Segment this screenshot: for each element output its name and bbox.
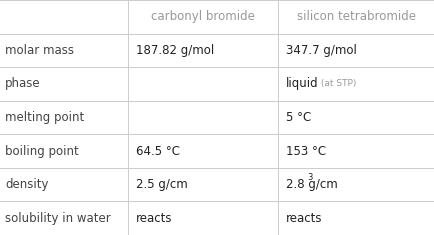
Text: 5 °C: 5 °C (286, 111, 311, 124)
Text: carbonyl bromide: carbonyl bromide (151, 10, 255, 23)
Text: 2.5 g/cm: 2.5 g/cm (136, 178, 187, 191)
Text: solubility in water: solubility in water (5, 212, 111, 225)
Text: 3: 3 (307, 173, 312, 182)
Text: reacts: reacts (136, 212, 172, 225)
Text: 153 °C: 153 °C (286, 145, 326, 158)
Text: melting point: melting point (5, 111, 84, 124)
Text: 187.82 g/mol: 187.82 g/mol (136, 44, 214, 57)
Text: reacts: reacts (286, 212, 322, 225)
Text: molar mass: molar mass (5, 44, 74, 57)
Text: (at STP): (at STP) (317, 79, 355, 88)
Text: density: density (5, 178, 49, 191)
Text: 2.8 g/cm: 2.8 g/cm (286, 178, 337, 191)
Text: 64.5 °C: 64.5 °C (136, 145, 180, 158)
Text: boiling point: boiling point (5, 145, 79, 158)
Text: 347.7 g/mol: 347.7 g/mol (286, 44, 356, 57)
Text: phase: phase (5, 77, 41, 90)
Text: liquid: liquid (286, 77, 318, 90)
Text: silicon tetrabromide: silicon tetrabromide (296, 10, 415, 23)
